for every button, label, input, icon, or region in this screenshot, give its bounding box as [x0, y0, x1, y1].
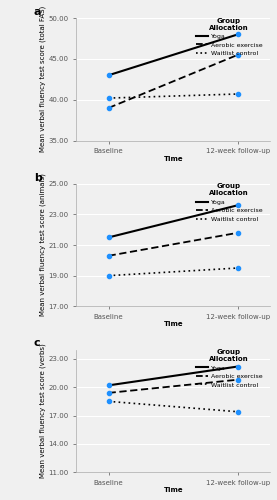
Legend: Yoga, Aerobic exercise, Waitlist control: Yoga, Aerobic exercise, Waitlist control — [196, 349, 262, 388]
Text: a: a — [34, 7, 41, 17]
Y-axis label: Mean verbal fluency test score (total FAS): Mean verbal fluency test score (total FA… — [39, 6, 46, 152]
Legend: Yoga, Aerobic exercise, Waitlist control: Yoga, Aerobic exercise, Waitlist control — [196, 18, 262, 56]
X-axis label: Time: Time — [163, 487, 183, 493]
Y-axis label: Mean verbal fluency test score (verbs): Mean verbal fluency test score (verbs) — [39, 344, 46, 478]
Y-axis label: Mean verbal fluency test score (animals): Mean verbal fluency test score (animals) — [39, 174, 46, 316]
Legend: Yoga, Aerobic exercise, Waitlist control: Yoga, Aerobic exercise, Waitlist control — [196, 184, 262, 222]
Text: c: c — [34, 338, 40, 348]
X-axis label: Time: Time — [163, 322, 183, 328]
Text: b: b — [34, 172, 42, 182]
X-axis label: Time: Time — [163, 156, 183, 162]
